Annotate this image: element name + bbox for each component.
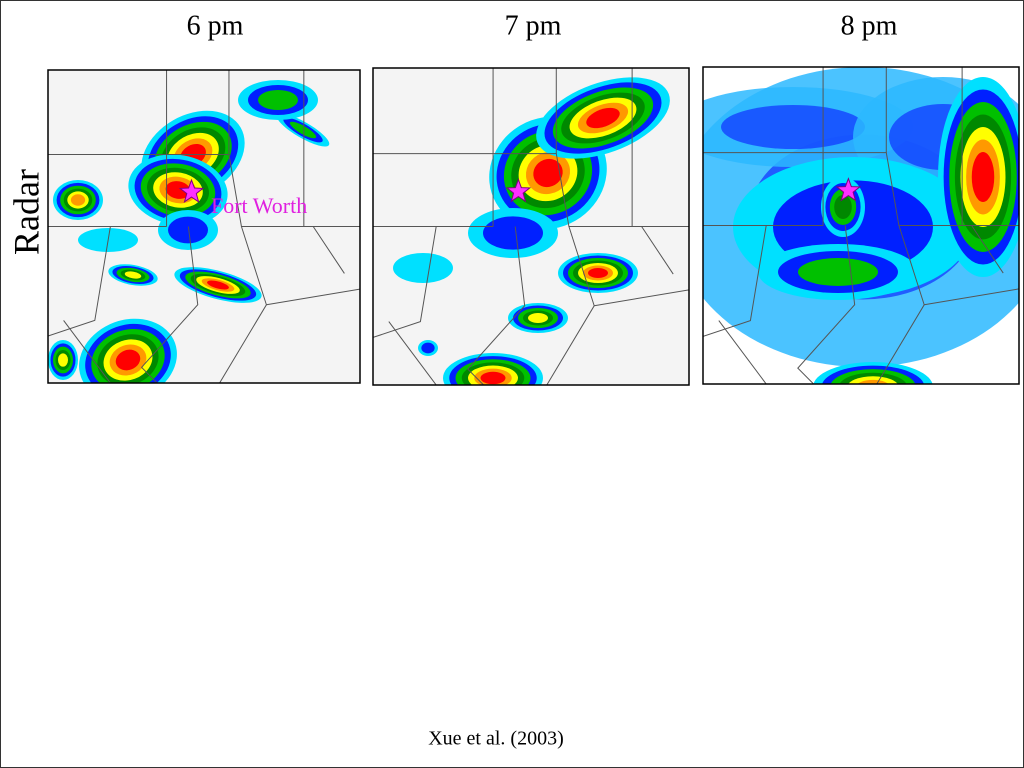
- echo: [721, 105, 865, 149]
- echo: [124, 271, 142, 279]
- echo: [483, 216, 543, 250]
- echo: [58, 353, 68, 367]
- echo: [165, 181, 191, 199]
- radar-maps: [47, 66, 1020, 386]
- county-line: [140, 226, 199, 383]
- city-star: [178, 178, 205, 203]
- county-line: [971, 225, 1004, 274]
- echo: [289, 121, 317, 139]
- county-line: [641, 226, 674, 275]
- echo: [857, 379, 889, 384]
- echo: [533, 158, 563, 188]
- city-star: [835, 177, 862, 202]
- city-label: Fort Worth: [211, 193, 307, 218]
- county-line: [718, 320, 767, 384]
- echo: [393, 253, 453, 283]
- county-line: [797, 225, 856, 384]
- echo: [168, 216, 208, 244]
- echo: [586, 107, 620, 129]
- radar-panel: [373, 68, 689, 385]
- panel-title: 7 pm: [505, 10, 562, 41]
- county-line: [594, 289, 689, 307]
- county-line: [63, 320, 111, 383]
- echo: [480, 371, 506, 385]
- county-line: [373, 226, 437, 338]
- county-line: [48, 154, 360, 227]
- echo: [207, 280, 229, 290]
- county-line: [924, 288, 1019, 306]
- map-frame: [47, 69, 361, 384]
- map-frame: [372, 67, 690, 386]
- county-line: [703, 225, 767, 337]
- radar-panel: [703, 67, 1019, 384]
- row-label: Radar: [6, 169, 46, 255]
- panel-title: 6 pm: [187, 10, 244, 41]
- echo: [971, 152, 995, 202]
- county-line: [388, 321, 437, 385]
- county-line: [467, 226, 526, 385]
- echo: [421, 342, 435, 354]
- radar-panel: [48, 70, 360, 383]
- county-line: [48, 226, 111, 337]
- echo: [528, 313, 548, 323]
- county-line: [373, 153, 689, 227]
- panel-title: 8 pm: [841, 10, 898, 41]
- echo: [588, 268, 608, 278]
- echo: [798, 258, 878, 286]
- county-line: [266, 288, 360, 306]
- echo: [258, 90, 298, 110]
- map-frame: [702, 66, 1020, 385]
- echo: [115, 349, 141, 371]
- county-line: [703, 152, 1019, 226]
- county-line: [312, 226, 345, 274]
- city-star: [505, 178, 532, 203]
- echo: [70, 194, 86, 206]
- citation: Xue et al. (2003): [428, 728, 564, 750]
- echo: [834, 195, 852, 219]
